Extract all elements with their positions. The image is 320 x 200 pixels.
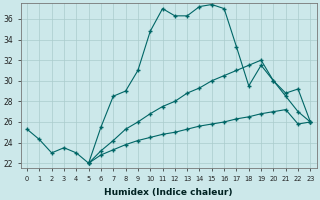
X-axis label: Humidex (Indice chaleur): Humidex (Indice chaleur) (104, 188, 233, 197)
